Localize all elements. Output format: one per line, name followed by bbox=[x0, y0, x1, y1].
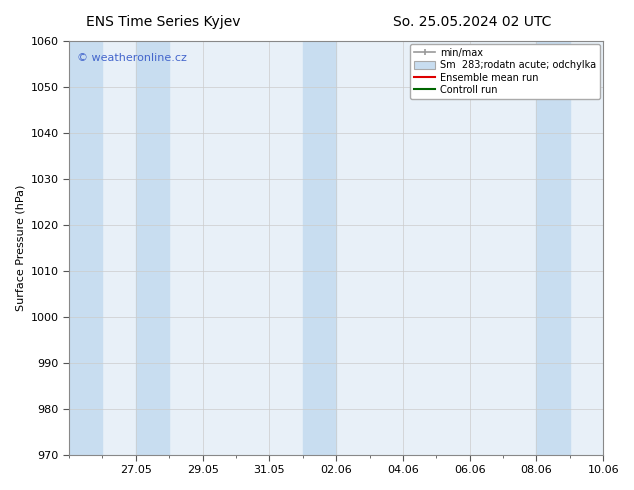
Bar bbox=[136, 41, 169, 455]
Text: © weatheronline.cz: © weatheronline.cz bbox=[77, 53, 187, 64]
Text: ENS Time Series Kyjev: ENS Time Series Kyjev bbox=[86, 15, 241, 29]
Text: So. 25.05.2024 02 UTC: So. 25.05.2024 02 UTC bbox=[393, 15, 552, 29]
Bar bbox=[69, 41, 103, 455]
Y-axis label: Surface Pressure (hPa): Surface Pressure (hPa) bbox=[15, 185, 25, 311]
Bar bbox=[536, 41, 570, 455]
Bar bbox=[303, 41, 336, 455]
Legend: min/max, Sm  283;rodatn acute; odchylka, Ensemble mean run, Controll run: min/max, Sm 283;rodatn acute; odchylka, … bbox=[410, 44, 600, 99]
